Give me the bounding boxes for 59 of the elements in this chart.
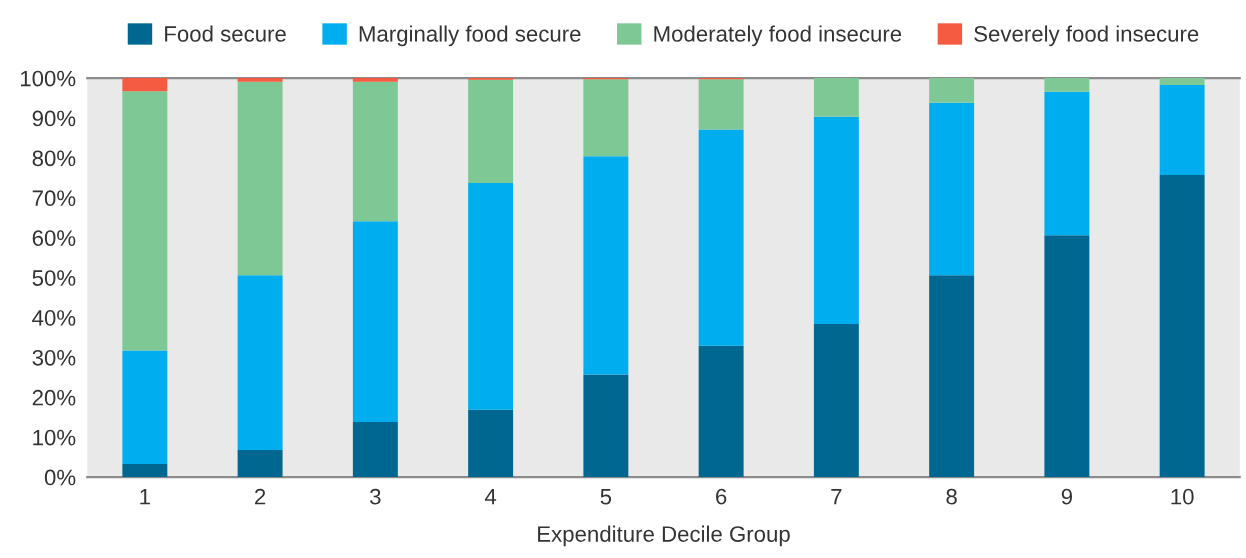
bar <box>352 422 398 478</box>
bar <box>698 345 744 478</box>
bar <box>352 78 398 82</box>
bar <box>1159 84 1205 176</box>
bar <box>122 78 168 92</box>
bar <box>1159 175 1205 478</box>
x-tick-label: 7 <box>831 489 842 505</box>
bar <box>352 221 398 423</box>
x-axis-title: Expenditure Decile Group <box>538 525 790 547</box>
bar <box>813 78 859 117</box>
bar <box>1044 91 1090 236</box>
y-tick-label: 40% <box>32 310 76 326</box>
bar <box>813 323 859 478</box>
y-tick-label: 0% <box>44 469 76 486</box>
y-tick-label: 10% <box>33 429 76 446</box>
x-tick-label: 6 <box>716 488 727 505</box>
bar <box>583 374 629 478</box>
legend-label: Moderately food insecure <box>654 25 902 47</box>
x-tick-label: 2 <box>255 488 266 505</box>
y-tick-label: 80% <box>32 150 76 167</box>
y-tick-label: 50% <box>32 270 76 286</box>
x-tick-label: 9 <box>1061 488 1073 505</box>
bar <box>1159 78 1205 85</box>
y-tick-label: 30% <box>32 349 76 366</box>
bar <box>352 81 398 222</box>
bar <box>468 183 514 410</box>
bar <box>929 78 975 103</box>
bar <box>122 350 168 464</box>
y-tick-label: 20% <box>32 389 76 406</box>
bar <box>929 275 975 478</box>
x-tick-label: 4 <box>484 489 497 505</box>
y-tick-label: 100% <box>20 70 76 87</box>
bar <box>929 102 975 276</box>
bar <box>237 449 283 478</box>
x-tick-label: 8 <box>946 488 957 505</box>
y-tick-label: 90% <box>32 110 76 127</box>
bar <box>698 79 744 130</box>
bar <box>583 79 629 157</box>
x-tick-label: 5 <box>600 489 612 505</box>
bar <box>583 156 629 375</box>
legend-label: Marginally food secure <box>359 25 581 47</box>
x-tick-label: 10 <box>1171 488 1194 505</box>
legend-label: Food secure <box>165 25 286 42</box>
bar <box>237 78 283 82</box>
bar <box>698 129 744 346</box>
bar <box>122 91 168 351</box>
bar <box>237 81 283 276</box>
legend-label: Severely food insecure <box>974 25 1199 47</box>
y-tick-label: 70% <box>32 190 76 207</box>
bar <box>468 409 514 478</box>
bar <box>122 463 168 478</box>
bar <box>468 79 514 184</box>
x-tick-label: 3 <box>370 488 381 505</box>
bar <box>1044 235 1090 478</box>
bar <box>813 116 859 324</box>
bar <box>1044 78 1090 92</box>
x-tick-label: 1 <box>140 489 150 505</box>
bar <box>237 275 283 450</box>
y-tick-label: 60% <box>32 230 76 246</box>
